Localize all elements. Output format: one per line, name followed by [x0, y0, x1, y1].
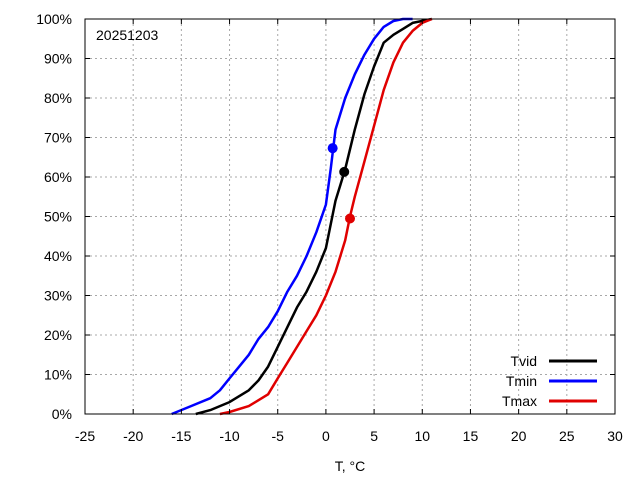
y-tick-label: 80% [44, 90, 72, 106]
x-tick-label: 10 [414, 428, 430, 444]
x-tick-label: -10 [219, 428, 239, 444]
tick-labels: -25 -20 -15 -10 -5 0 5 10 15 20 25 30 0% 10% 20% 30% 40%… [36, 11, 623, 444]
x-axis-title: T, °C [335, 458, 366, 474]
date-annotation: 20251203 [96, 27, 159, 43]
series-layer [171, 17, 433, 416]
ticks [84, 18, 616, 415]
series-line-tmax [219, 17, 433, 416]
y-tick-label: 50% [44, 209, 72, 225]
legend-label-tvid: Tvid [511, 353, 537, 369]
legend-label-tmin: Tmin [506, 373, 537, 389]
y-tick-label: 70% [44, 130, 72, 146]
legend-label-tmax: Tmax [502, 393, 537, 409]
x-tick-label: 20 [511, 428, 527, 444]
x-tick-label: 0 [322, 428, 330, 444]
x-tick-label: 5 [370, 428, 378, 444]
x-tick-label: -5 [272, 428, 285, 444]
y-tick-label: 10% [44, 367, 72, 383]
y-tick-label: 0% [52, 406, 72, 422]
y-tick-label: 30% [44, 288, 72, 304]
x-tick-label: 25 [559, 428, 575, 444]
y-tick-label: 20% [44, 327, 72, 343]
x-tick-label: 15 [463, 428, 479, 444]
y-tick-label: 40% [44, 248, 72, 264]
series-marker-tvid [339, 166, 350, 177]
series-marker-tmax [345, 213, 355, 224]
series-line-tmin [171, 17, 413, 416]
y-tick-label: 100% [36, 11, 72, 27]
y-tick-label: 90% [44, 51, 72, 67]
series-line-tvid [195, 17, 433, 416]
x-tick-label: -15 [171, 428, 191, 444]
legend: Tvid Tmin Tmax [502, 353, 597, 409]
x-tick-label: -20 [123, 428, 143, 444]
x-tick-label: -25 [75, 428, 95, 444]
x-tick-label: 30 [607, 428, 623, 444]
y-tick-label: 60% [44, 169, 72, 185]
series-marker-tmin [327, 143, 338, 154]
